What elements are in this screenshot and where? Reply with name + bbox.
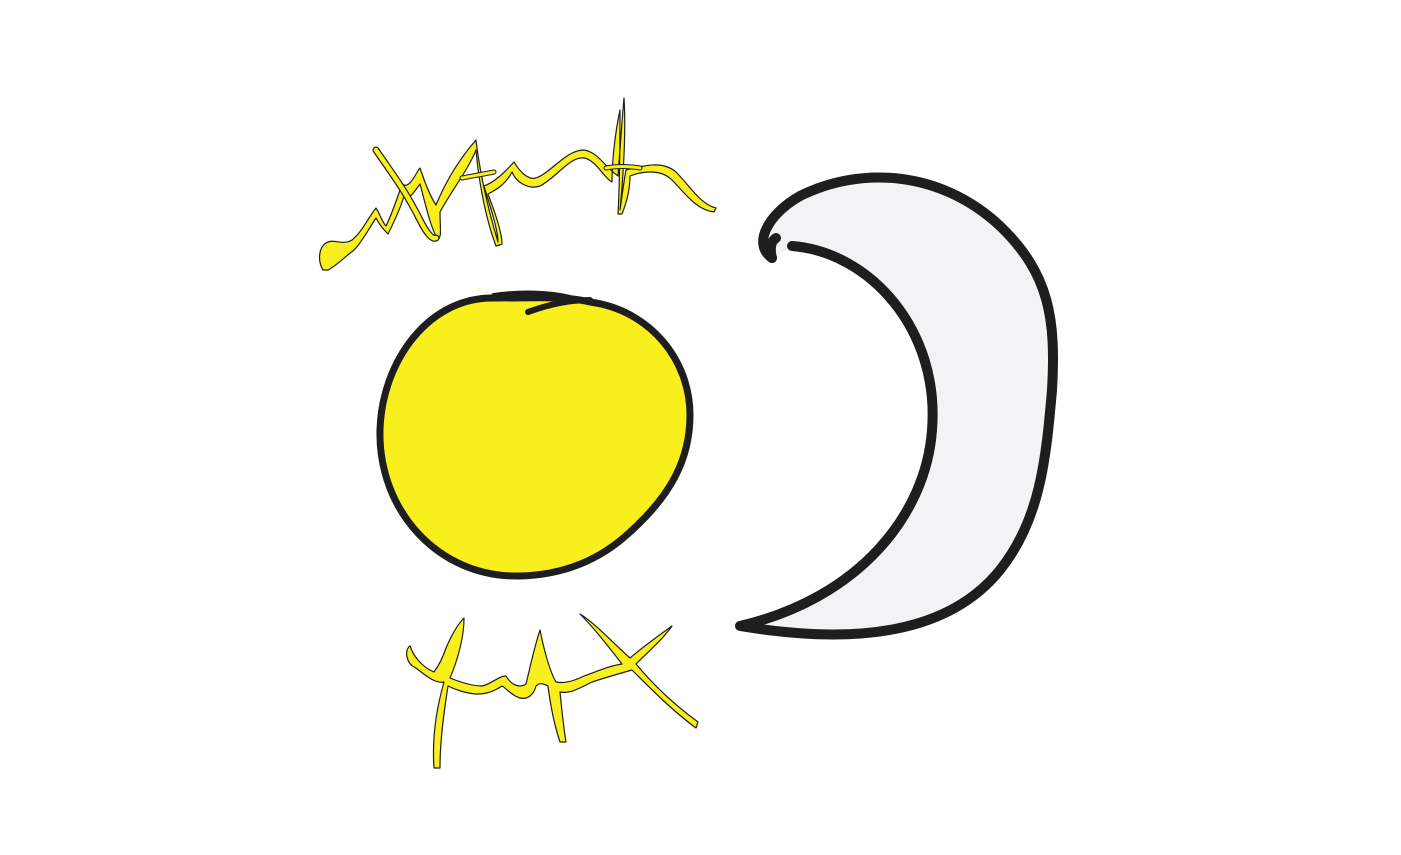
sun-rays-top-scribble (319, 97, 717, 271)
sun-icon (376, 290, 694, 580)
crescent-moon-icon (735, 172, 1059, 640)
sun-rays-bottom-scribble (406, 613, 699, 769)
